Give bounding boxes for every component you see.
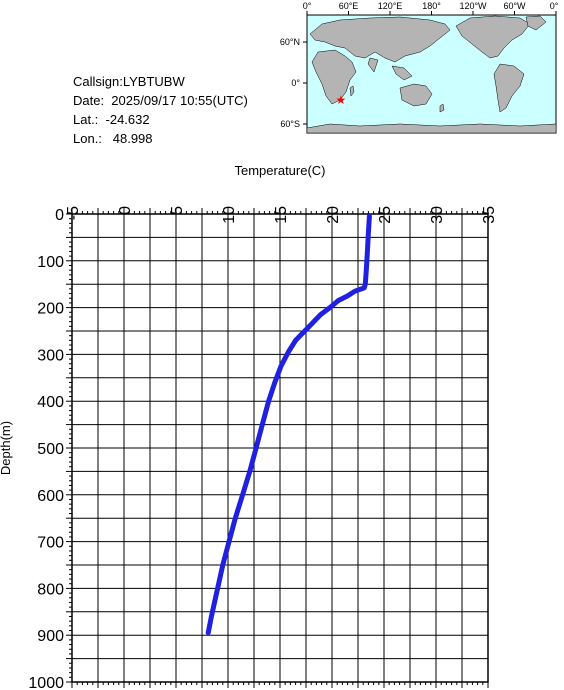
x-tick-label: 25	[377, 206, 394, 224]
x-tick-label: 10	[221, 206, 238, 224]
float-info-panel: Callsign:LYBTUBW Date: 2025/09/17 10:55(…	[73, 72, 248, 148]
y-axis-title: Depth(m)	[0, 421, 13, 475]
y-tick-label: 1000	[28, 675, 64, 690]
x-tick-label: 30	[429, 206, 446, 224]
x-tick-label: 0	[117, 206, 134, 215]
x-tick-label: -5	[65, 206, 82, 220]
map-lon-label: 60°W	[503, 1, 526, 11]
map-lat-label: 60°N	[280, 37, 300, 47]
map-lon-label: 60°E	[339, 1, 359, 11]
y-tick-label: 900	[37, 628, 64, 645]
float-location-marker-icon: ★	[336, 93, 347, 107]
temperature-profile-line	[205, 213, 372, 636]
y-tick-label: 200	[37, 301, 64, 318]
map-grid-ticks	[303, 11, 557, 125]
map-lon-label: 120°W	[459, 1, 487, 11]
map-lon-label: 120°E	[378, 1, 403, 11]
y-tick-label: 700	[37, 535, 64, 552]
map-lon-label: 180°	[422, 1, 441, 11]
world-map: 0° 60°E 120°E 180° 120°W 60°W 0° 60°N 0°…	[280, 1, 559, 134]
y-tick-label: 300	[37, 347, 64, 364]
map-lon-label: 0°	[550, 1, 559, 11]
y-tick-label: 800	[37, 581, 64, 598]
longitude-text: Lon.: 48.998	[73, 131, 153, 146]
map-lat-labels: 60°N 0° 60°S	[280, 37, 301, 129]
latitude-text: Lat.: -24.632	[73, 112, 150, 127]
chart-grid	[71, 213, 489, 683]
map-lat-label: 0°	[291, 78, 300, 88]
x-tick-label: 35	[481, 206, 498, 224]
plot-frame	[71, 213, 489, 683]
map-lon-label: 0°	[303, 1, 312, 11]
map-land	[306, 15, 557, 134]
x-axis-title: Temperature(C)	[234, 163, 325, 178]
y-tick-label: 500	[37, 441, 64, 458]
x-tick-label: 20	[325, 206, 342, 224]
map-lon-labels: 0° 60°E 120°E 180° 120°W 60°W 0°	[303, 1, 559, 11]
y-tick-labels: 0 100 200 300 400 500 600 700 800 900 1000	[28, 207, 64, 690]
y-tick-label: 100	[37, 254, 64, 271]
x-tick-label: 15	[273, 206, 290, 224]
y-tick-label: 600	[37, 488, 64, 505]
date-text: Date: 2025/09/17 10:55(UTC)	[73, 93, 248, 108]
map-lat-label: 60°S	[280, 119, 300, 129]
y-tick-label: 400	[37, 394, 64, 411]
callsign-text: Callsign:LYBTUBW	[73, 74, 185, 89]
x-tick-labels: -5 0 5 10 15 20 25 30 35	[65, 206, 498, 224]
y-tick-label: 0	[55, 207, 64, 224]
x-tick-label: 5	[169, 206, 186, 215]
